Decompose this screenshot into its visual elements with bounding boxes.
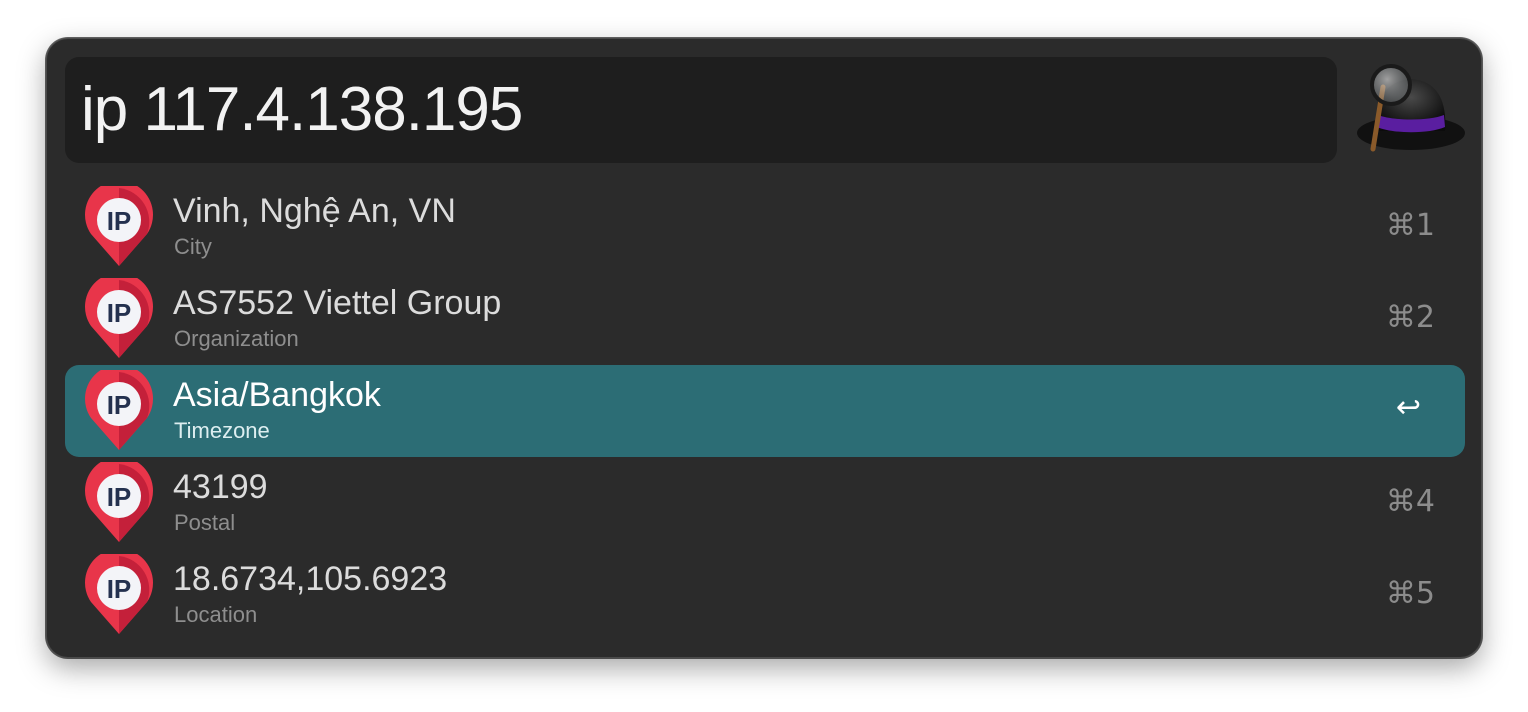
result-title: Vinh, Nghệ An, VN (173, 192, 456, 230)
result-row-organization[interactable]: IP AS7552 Viettel Group Organization ⌘2 (65, 273, 1465, 365)
svg-text:IP: IP (107, 206, 132, 236)
svg-text:IP: IP (107, 390, 132, 420)
ip-pin-icon: IP (85, 186, 153, 266)
search-bar[interactable]: ip 117.4.138.195 (65, 57, 1337, 163)
result-row-postal[interactable]: IP 43199 Postal ⌘4 (65, 457, 1465, 549)
result-title: AS7552 Viettel Group (173, 284, 502, 322)
ip-pin-icon: IP (85, 554, 153, 634)
shortcut-hint: ⌘1 (1385, 208, 1435, 243)
result-row-timezone[interactable]: IP Asia/Bangkok Timezone ↩ (65, 365, 1465, 457)
return-key-icon: ↩ (1395, 390, 1421, 425)
result-title: 18.6734,105.6923 (173, 560, 448, 598)
alfred-hat-icon[interactable] (1353, 63, 1469, 159)
result-row-city[interactable]: IP Vinh, Nghệ An, VN City ⌘1 (65, 181, 1465, 273)
result-row-location[interactable]: IP 18.6734,105.6923 Location ⌘5 (65, 549, 1465, 641)
result-title: Asia/Bangkok (173, 376, 381, 414)
result-subtitle: Postal (174, 510, 236, 535)
svg-text:IP: IP (107, 574, 132, 604)
shortcut-hint: ⌘2 (1385, 300, 1435, 335)
result-subtitle: City (174, 234, 212, 259)
launcher-window: ip 117.4.138.195 IP Vinh, (46, 38, 1482, 658)
search-input[interactable]: ip 117.4.138.195 (81, 75, 523, 144)
result-subtitle: Timezone (174, 418, 270, 443)
ip-pin-icon: IP (85, 370, 153, 450)
svg-text:IP: IP (107, 298, 132, 328)
shortcut-hint: ⌘4 (1385, 484, 1435, 519)
results-list: IP Vinh, Nghệ An, VN City ⌘1 IP AS7552 V… (65, 181, 1465, 641)
result-subtitle: Organization (174, 326, 299, 351)
ip-pin-icon: IP (85, 462, 153, 542)
shortcut-hint: ⌘5 (1385, 576, 1435, 611)
svg-text:IP: IP (107, 482, 132, 512)
ip-pin-icon: IP (85, 278, 153, 358)
result-subtitle: Location (174, 602, 258, 627)
result-title: 43199 (173, 468, 268, 506)
